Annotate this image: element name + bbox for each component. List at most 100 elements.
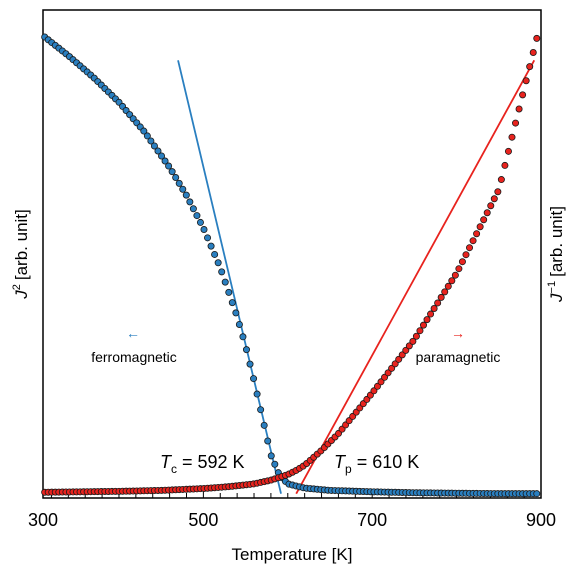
y-right-unit: [arb. unit] [547, 206, 566, 277]
ferro-data-point [218, 268, 226, 276]
ferro-data-point [165, 162, 173, 170]
para-data-point [455, 265, 463, 273]
x-tick-label: 700 [357, 510, 387, 530]
para-data-point [508, 133, 516, 141]
para-data-point [490, 195, 498, 203]
para-data-point [533, 34, 541, 42]
x-tick-label: 500 [188, 510, 218, 530]
ferro-data-point [189, 205, 197, 213]
para-data-point [373, 382, 381, 390]
para-data-point [384, 369, 392, 377]
ferro-data-point [242, 346, 250, 354]
tc-symbol: T [160, 452, 173, 472]
ferro-data-point [250, 375, 258, 383]
para-data-point [526, 63, 534, 71]
ferro-data-point [246, 360, 254, 368]
tc-subscript: c [171, 462, 177, 476]
plot-frame [42, 9, 542, 499]
ferro-data-point [271, 460, 279, 468]
ferro-data-point [239, 333, 247, 341]
ferro-data-point [267, 452, 275, 460]
ferro-data-point [257, 406, 265, 414]
ferro-data-point [225, 288, 233, 296]
y-axis-label-right: J−1 [arb. unit] [546, 206, 566, 303]
para-data-point [423, 316, 431, 324]
ferro-data-point [196, 218, 204, 226]
ferro-data-point [168, 168, 176, 176]
tp-subscript: p [345, 462, 352, 476]
ferro-data-point [211, 250, 219, 258]
para-data-point [430, 304, 438, 312]
para-data-point [419, 321, 427, 329]
para-data-point [377, 378, 385, 386]
para-data-point [480, 216, 488, 224]
ferro-data-point [228, 299, 236, 307]
para-data-point [437, 293, 445, 301]
ferro-data-point [204, 234, 212, 242]
ferro-data-point [147, 137, 155, 145]
ferro-data-point [235, 320, 243, 328]
x-axis-label: Temperature [K] [232, 545, 353, 564]
para-data-point [519, 91, 527, 99]
x-tick-label: 900 [526, 510, 556, 530]
x-tick-label: 300 [28, 510, 58, 530]
para-data-point [458, 258, 466, 266]
y-left-sup: 2 [11, 284, 23, 290]
ferro-data-point [253, 390, 261, 398]
para-data-point [412, 332, 420, 340]
y-left-base: J [12, 290, 31, 300]
para-data-point [529, 49, 537, 57]
ferro-data-point [533, 490, 541, 498]
para-data-point [515, 105, 523, 113]
ferro-data-point [182, 191, 190, 199]
ferro-data-point [154, 147, 162, 155]
tc-annotation: Tc = 592 K [160, 452, 245, 476]
para-data-point [448, 277, 456, 285]
ferro-data-point [214, 259, 222, 267]
fit-lines [177, 59, 536, 495]
ferro-data-point [264, 437, 272, 445]
ferro-data-point [207, 242, 215, 250]
ferro-data-point [161, 157, 169, 165]
para-data-point [473, 230, 481, 238]
para-data-point [462, 251, 470, 259]
para-data-point [494, 188, 502, 196]
ferro-data-point [150, 142, 158, 150]
ferro-data-point [158, 152, 166, 160]
para-data-point [391, 360, 399, 368]
para-data-point [444, 282, 452, 290]
para-data-point [388, 364, 396, 372]
para-data-point [441, 288, 449, 296]
data-points [41, 33, 541, 498]
ferro-data-point [186, 198, 194, 206]
para-data-point [395, 355, 403, 363]
ferro-data-point [179, 185, 187, 193]
paramagnetic-label: paramagnetic [416, 349, 501, 365]
para-data-point [416, 327, 424, 335]
para-data-point [483, 209, 491, 217]
right-arrow: → [451, 325, 465, 341]
tc-value: = 592 K [177, 452, 245, 472]
para-data-point [370, 387, 378, 395]
para-data-point [487, 202, 495, 210]
y-right-sup: −1 [546, 281, 558, 294]
ferro-data-point [221, 278, 229, 286]
ferro-data-point [200, 226, 208, 234]
ferro-data-point [175, 179, 183, 187]
ferro-data-point [143, 132, 151, 140]
ferro-data-point [260, 421, 268, 429]
ferromagnetic-label: ferromagnetic [91, 349, 177, 365]
ferro-data-point [140, 127, 148, 135]
para-fit-line [295, 59, 536, 495]
tp-annotation: Tp = 610 K [334, 452, 419, 476]
para-data-point [522, 77, 530, 85]
para-data-point [409, 337, 417, 345]
ferro-fit-line [177, 60, 282, 494]
para-data-point [427, 310, 435, 318]
para-data-point [504, 147, 512, 155]
para-data-point [405, 342, 413, 350]
para-data-point [402, 346, 410, 354]
para-data-point [434, 299, 442, 307]
ferro-data-point [193, 212, 201, 220]
